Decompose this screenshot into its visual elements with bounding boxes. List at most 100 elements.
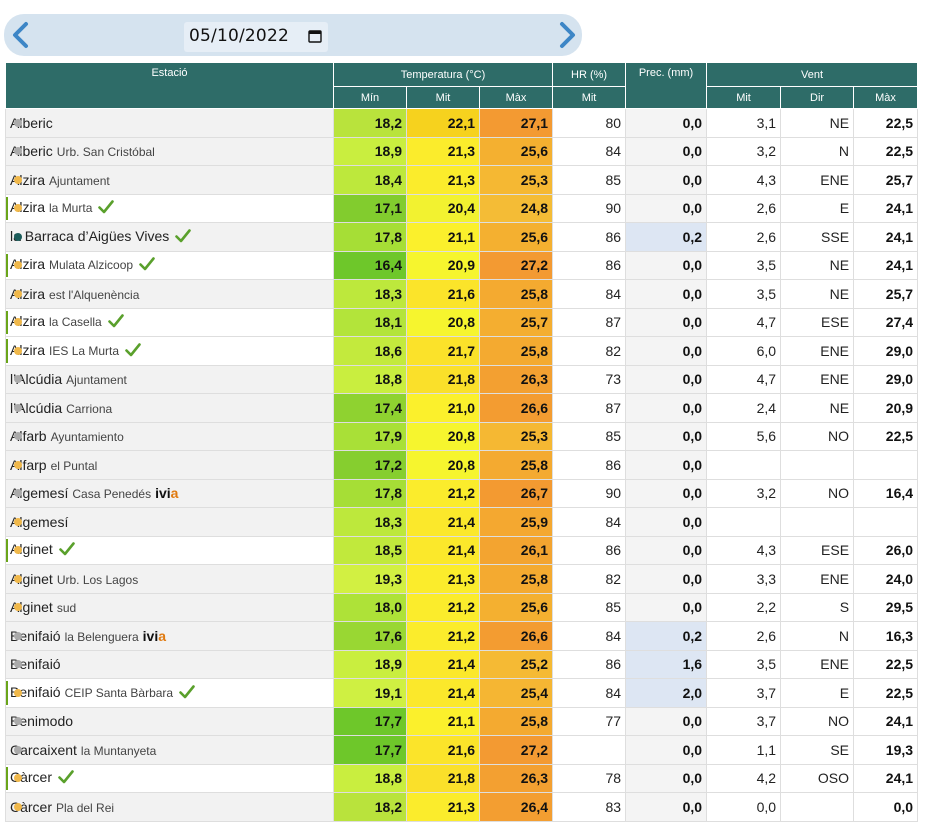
station-name[interactable]: la Barraca d’Aigües Vives xyxy=(10,227,170,244)
station-name[interactable]: Benimodo xyxy=(10,713,74,730)
temp-min-cell: 18,9 xyxy=(333,136,407,166)
humidity-cell: 73 xyxy=(552,364,627,394)
wind-max-cell: 24,1 xyxy=(853,250,919,280)
precipitation-cell: 0,0 xyxy=(625,450,708,480)
station-location[interactable]: la Murta xyxy=(49,201,93,216)
wind-dir-cell xyxy=(780,507,855,537)
status-dot-icon xyxy=(14,688,22,697)
station-cell: Algemesí xyxy=(5,507,334,537)
precipitation-cell: 0,0 xyxy=(625,165,708,195)
station-cell: Alberic Urb. San Cristóbal xyxy=(5,136,334,166)
station-name[interactable]: Benifaió xyxy=(10,627,61,644)
station-location[interactable]: Ajuntament xyxy=(49,173,110,188)
precipitation-cell: 0,0 xyxy=(625,336,708,366)
precipitation-cell: 0,2 xyxy=(625,621,708,651)
temp-max-cell: 25,8 xyxy=(478,336,554,366)
temp-min-cell: 18,8 xyxy=(333,364,407,394)
station-location[interactable]: la Muntanyeta xyxy=(80,743,157,758)
temp-max-cell: 25,8 xyxy=(478,564,554,594)
station-name[interactable]: Carcaixent xyxy=(10,741,77,758)
wind-max-cell: 29,0 xyxy=(853,364,919,394)
station-location[interactable]: Ayuntamiento xyxy=(50,430,124,445)
station-name[interactable]: l’Alcúdia xyxy=(10,371,63,388)
wind-mid-cell: 2,6 xyxy=(706,222,782,252)
status-dot-icon xyxy=(14,745,22,754)
check-icon xyxy=(58,770,74,787)
header-station[interactable]: Estació xyxy=(5,62,334,109)
temp-mid-cell: 20,4 xyxy=(406,193,480,223)
station-name[interactable]: Alberic xyxy=(10,114,53,131)
station-name[interactable]: Alginet xyxy=(10,541,53,558)
station-location[interactable]: Urb. Los Lagos xyxy=(56,572,139,587)
station-location[interactable]: Pla del Rei xyxy=(56,800,115,815)
precipitation-cell: 2,0 xyxy=(625,678,708,708)
station-cell: Alberic xyxy=(5,108,334,138)
wind-dir-cell: NO xyxy=(780,478,855,508)
status-dot-icon xyxy=(14,289,22,298)
wind-mid-cell: 3,3 xyxy=(706,564,782,594)
station-name[interactable]: Algemesí xyxy=(10,485,69,502)
station-name[interactable]: Benifaió xyxy=(10,683,61,700)
header-precipitation[interactable]: Prec. (mm) xyxy=(625,62,708,109)
header-temp-mid[interactable]: Mit xyxy=(406,86,480,109)
header-temperature: Temperatura (°C) xyxy=(332,62,554,87)
station-location[interactable]: Ajuntament xyxy=(66,373,127,388)
next-day-arrow-icon[interactable] xyxy=(552,20,582,50)
station-location[interactable]: la Casella xyxy=(49,315,102,330)
header-wind-max[interactable]: Màx xyxy=(853,86,919,109)
temp-max-cell: 25,8 xyxy=(478,450,554,480)
wind-mid-cell: 6,0 xyxy=(706,336,782,366)
header-temp-min[interactable]: Mín xyxy=(333,86,407,109)
station-cell: Alginet Urb. Los Lagos xyxy=(5,564,334,594)
check-icon xyxy=(98,200,115,217)
status-dot-icon xyxy=(14,204,22,213)
table-row: Alzira est l'Alquenència 18,3 21,6 25,8 84 0,0… xyxy=(5,279,919,309)
humidity-cell: 90 xyxy=(552,193,627,223)
temp-max-cell: 27,2 xyxy=(478,735,554,765)
temp-mid-cell: 21,3 xyxy=(406,564,480,594)
status-dot-icon xyxy=(14,574,22,583)
wind-dir-cell: ENE xyxy=(780,564,855,594)
station-location[interactable]: Casa Penedés xyxy=(72,487,152,502)
header-temp-max[interactable]: Màx xyxy=(478,86,554,109)
station-name[interactable]: Càrcer xyxy=(10,798,53,815)
station-name[interactable]: Benifaió xyxy=(10,656,61,673)
station-location[interactable]: el Puntal xyxy=(50,458,98,473)
date-picker[interactable]: 05/10/2022 xyxy=(184,22,328,52)
station-name[interactable]: Càrcer xyxy=(10,769,53,786)
date-value[interactable]: 05/10/2022 xyxy=(189,26,289,46)
station-location[interactable]: CEIP Santa Bàrbara xyxy=(64,685,174,700)
humidity-cell: 83 xyxy=(552,792,627,822)
wind-mid-cell: 2,6 xyxy=(706,621,782,651)
station-name[interactable]: Alginet xyxy=(10,570,53,587)
table-row: Benifaió CEIP Santa Bàrbara 19,1 21,4 25,4 84… xyxy=(5,678,919,708)
humidity-cell: 86 xyxy=(552,222,627,252)
status-dot-icon xyxy=(14,318,22,327)
wind-dir-cell: SSE xyxy=(780,222,855,252)
station-location[interactable]: est l'Alquenència xyxy=(49,287,140,302)
precipitation-cell: 0,0 xyxy=(625,535,708,565)
header-hr-mid[interactable]: Mit xyxy=(552,86,627,109)
station-location[interactable]: Mulata Alzicoop xyxy=(49,258,134,273)
station-location[interactable]: la Belenguera xyxy=(64,629,139,644)
previous-day-arrow-icon[interactable] xyxy=(6,20,36,50)
station-name[interactable]: Algemesí xyxy=(10,513,69,530)
temp-max-cell: 25,6 xyxy=(478,136,554,166)
station-cell: Benifaió CEIP Santa Bàrbara xyxy=(5,678,334,708)
wind-mid-cell: 2,2 xyxy=(706,592,782,622)
header-wind-dir[interactable]: Dir xyxy=(780,86,855,109)
station-location[interactable]: IES La Murta xyxy=(49,343,120,358)
station-location[interactable]: Urb. San Cristóbal xyxy=(56,145,155,160)
wind-mid-cell: 3,5 xyxy=(706,649,782,679)
station-name[interactable]: l’Alcúdia xyxy=(10,399,63,416)
header-wind-mid[interactable]: Mit xyxy=(706,86,782,109)
station-cell: Benifaió la Belenguera ivia xyxy=(5,621,334,651)
calendar-icon[interactable] xyxy=(308,29,322,43)
station-location[interactable]: sud xyxy=(56,601,77,616)
wind-mid-cell xyxy=(706,507,782,537)
wind-dir-cell: NE xyxy=(780,393,855,423)
station-cell: Benifaió xyxy=(5,649,334,679)
station-location[interactable]: Carriona xyxy=(66,401,113,416)
temp-max-cell: 26,4 xyxy=(478,792,554,822)
status-dot-icon xyxy=(14,603,22,612)
